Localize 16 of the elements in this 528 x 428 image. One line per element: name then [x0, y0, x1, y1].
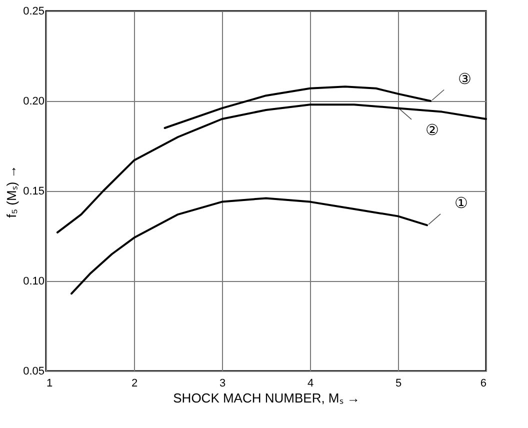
- x-tick-label: 5: [395, 378, 402, 390]
- series-label: ②: [426, 122, 438, 140]
- x-axis-title: SHOCK MACH NUMBER, Mₛ →: [173, 390, 360, 406]
- y-tick-label: 0.25: [23, 6, 44, 18]
- x-tick-label: 3: [219, 378, 226, 390]
- x-tick-label: 4: [307, 378, 314, 390]
- x-tick-label: 2: [131, 378, 138, 390]
- y-tick-label: 0.10: [23, 276, 44, 288]
- y-tick-label: 0.05: [23, 366, 44, 378]
- text: ①: [454, 195, 468, 212]
- y-axis-title: f₅ (Mₛ) →: [4, 165, 20, 218]
- x-tick-label: 6: [480, 378, 486, 390]
- text: ③: [458, 71, 472, 88]
- y-tick-label: 0.15: [23, 186, 44, 198]
- x-tick-label: 1: [46, 378, 53, 390]
- y-tick-label: 0.20: [23, 96, 44, 108]
